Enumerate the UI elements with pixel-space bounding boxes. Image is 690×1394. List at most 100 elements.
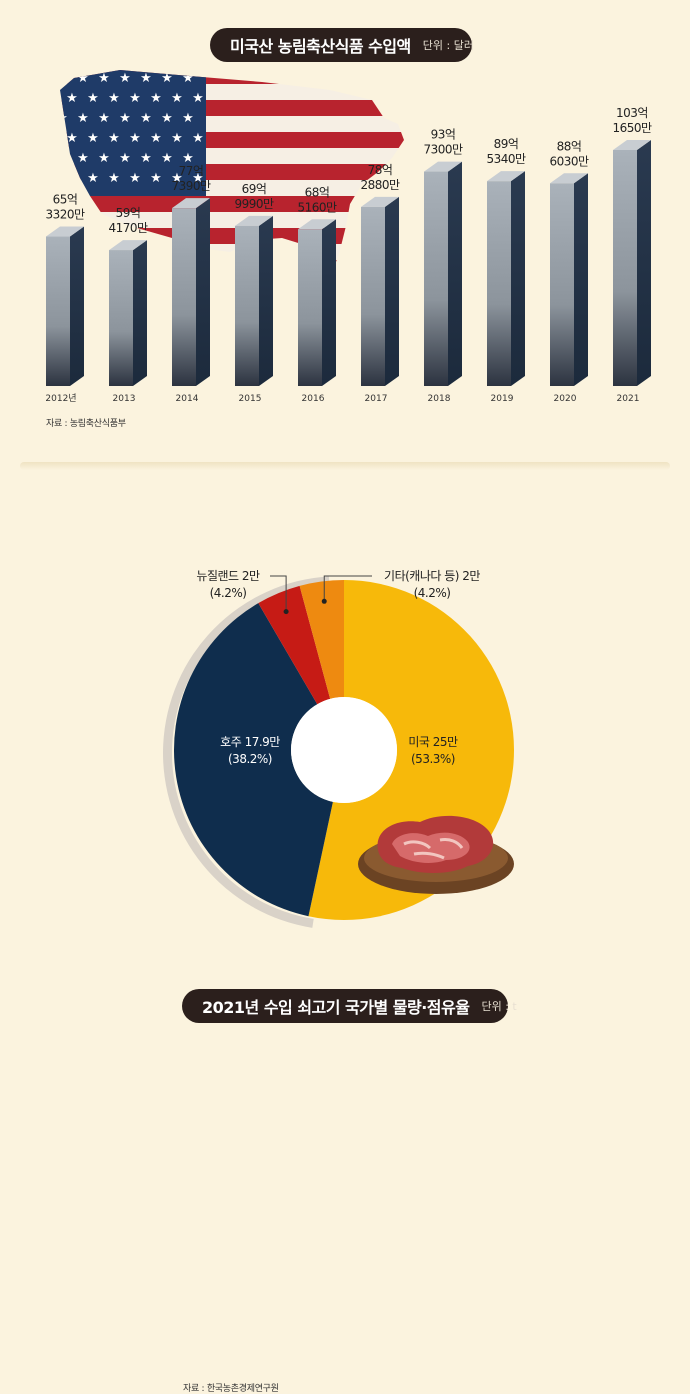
flag-star-icon: ★ <box>140 151 152 166</box>
flag-star-icon: ★ <box>119 151 131 166</box>
slice-percent-label: (38.2%) <box>228 752 272 766</box>
bar-side <box>322 219 336 386</box>
slice-percent-label: (4.2%) <box>414 586 451 600</box>
flag-star-icon: ★ <box>161 71 173 86</box>
bar-chart-unit: 단위 : 달러 <box>422 39 474 52</box>
bar-chart: ★ ★ ★ ★ ★ ★ ★ ★ ★ ★ ★ ★ ★ ★ ★ ★ ★ ★ ★ ★ ★ ★ ★ ★ ★ ★ ★ ★ ★ ★ ★ ★ ★ ★ ★ ★ ★ ★ ★ ★… <box>45 70 652 404</box>
flag-star-icon: ★ <box>87 171 99 186</box>
bar-value-label: 5340만 <box>486 152 526 166</box>
bar-front <box>109 250 133 386</box>
us-flag-map-icon: ★ ★ ★ ★ ★ ★ ★ ★ ★ ★ ★ ★ ★ ★ ★ ★ ★ ★ ★ ★ ★ ★ ★ ★ ★ ★ ★ ★ ★ ★ ★ ★ ★ ★ ★ ★ ★ ★ ★ ★… <box>56 70 404 268</box>
bar-value-label: 5160만 <box>297 200 337 214</box>
bar-front <box>550 183 574 386</box>
bar <box>424 161 462 386</box>
bar <box>235 215 273 386</box>
bar-value-label: 69억 <box>242 182 267 196</box>
bar-top <box>361 196 399 207</box>
bar-top <box>487 171 525 182</box>
bar-side <box>448 161 462 386</box>
bar-value-label: 89억 <box>494 137 519 151</box>
donut-chart-source: 자료 : 한국농촌경제연구원 <box>183 1384 279 1394</box>
donut-chart-panel: 미국 25만 (53.3%) 호주 17.9만 (38.2%) 뉴질랜드 2만 (4.2%… <box>0 478 690 1394</box>
donut-hole <box>291 697 397 803</box>
slice-percent-label: (4.2%) <box>210 586 247 600</box>
flag-star-icon: ★ <box>129 171 141 186</box>
leader-line <box>323 575 372 602</box>
bar-top <box>235 215 273 226</box>
x-tick-label: 2018 <box>428 394 451 404</box>
leader-line <box>270 575 287 612</box>
bar-front <box>235 225 259 386</box>
bar-value-label: 7390만 <box>171 179 211 193</box>
flag-star-icon: ★ <box>77 71 89 86</box>
bar-value-label: 59억 <box>116 206 141 220</box>
bar <box>361 196 399 386</box>
bar-top <box>298 219 336 230</box>
bar-side <box>385 196 399 386</box>
bar-value-label: 68억 <box>305 185 330 199</box>
slice-label: 뉴질랜드 2만 <box>196 569 260 583</box>
flag-star-icon: ★ <box>150 91 162 106</box>
x-tick-label: 2019 <box>491 394 514 404</box>
bar-value-label: 6030만 <box>549 154 589 168</box>
bar-value-label: 93억 <box>431 128 456 142</box>
x-tick-label: 2013 <box>113 394 136 404</box>
slice-percent-label: (53.3%) <box>411 752 455 766</box>
bar-chart-title-pill: 미국산 농림축산식품 수입액 단위 : 달러 <box>210 28 474 62</box>
bar-front <box>298 229 322 386</box>
flag-star-icon: ★ <box>108 171 120 186</box>
slice-label: 미국 25만 <box>408 735 458 749</box>
bar <box>109 240 147 386</box>
flag-star-icon: ★ <box>140 71 152 86</box>
x-tick-label: 2017 <box>365 394 388 404</box>
bar-side <box>574 173 588 386</box>
flag-star-icon: ★ <box>161 111 173 126</box>
bar-top <box>172 198 210 209</box>
donut-chart-unit: 단위 : t <box>481 1000 517 1013</box>
leader-dot <box>283 609 289 615</box>
bar-top <box>424 161 462 172</box>
flag-star-icon: ★ <box>192 131 204 146</box>
flag-star-icon: ★ <box>56 151 68 166</box>
flag-star-icon: ★ <box>192 91 204 106</box>
flag-star-icon: ★ <box>66 91 78 106</box>
flag-star-icon: ★ <box>66 131 78 146</box>
bar-side <box>511 171 525 386</box>
bar-front <box>172 208 196 386</box>
flag-star-icon: ★ <box>161 151 173 166</box>
bar-chart-source: 자료 : 농림축산식품부 <box>46 419 126 429</box>
bar-value-label: 88억 <box>557 139 582 153</box>
flag-star-icon: ★ <box>119 111 131 126</box>
bar <box>550 173 588 386</box>
flag-star-icon: ★ <box>87 91 99 106</box>
flag-star-icon: ★ <box>98 71 110 86</box>
flag-star-icon: ★ <box>182 151 194 166</box>
bar <box>298 219 336 386</box>
slice-label: 호주 17.9만 <box>220 735 280 749</box>
flag-star-icon: ★ <box>119 71 131 86</box>
bar-chart-panel: ★ ★ ★ ★ ★ ★ ★ ★ ★ ★ ★ ★ ★ ★ ★ ★ ★ ★ ★ ★ ★ ★ ★ ★ ★ ★ ★ ★ ★ ★ ★ ★ ★ ★ ★ ★ ★ ★ ★ ★… <box>0 0 690 466</box>
x-tick-label: 2021 <box>617 394 640 404</box>
x-tick-label: 2012년 <box>45 393 76 404</box>
bar-value-label: 1650만 <box>612 121 652 135</box>
flag-star-icon: ★ <box>182 111 194 126</box>
bar-value-label: 78억 <box>368 163 393 177</box>
x-tick-label: 2020 <box>554 394 577 404</box>
bar-front <box>424 171 448 386</box>
flag-star-icon: ★ <box>98 111 110 126</box>
bar-top <box>46 226 84 237</box>
flag-star-icon: ★ <box>140 111 152 126</box>
bar <box>613 140 651 386</box>
bar-side <box>70 226 84 386</box>
flag-star-icon: ★ <box>98 151 110 166</box>
flag-star-icon: ★ <box>87 131 99 146</box>
bar-value-label: 9990만 <box>234 197 274 211</box>
flag-star-icon: ★ <box>56 71 68 86</box>
flag-star-icon: ★ <box>129 91 141 106</box>
x-tick-label: 2014 <box>176 394 199 404</box>
donut-slice <box>258 585 331 705</box>
bar-top <box>109 240 147 251</box>
donut-chart: 미국 25만 (53.3%) 호주 17.9만 (38.2%) 뉴질랜드 2만 (4.2%… <box>163 569 514 928</box>
flag-star-icon: ★ <box>171 131 183 146</box>
bar-front <box>361 206 385 386</box>
